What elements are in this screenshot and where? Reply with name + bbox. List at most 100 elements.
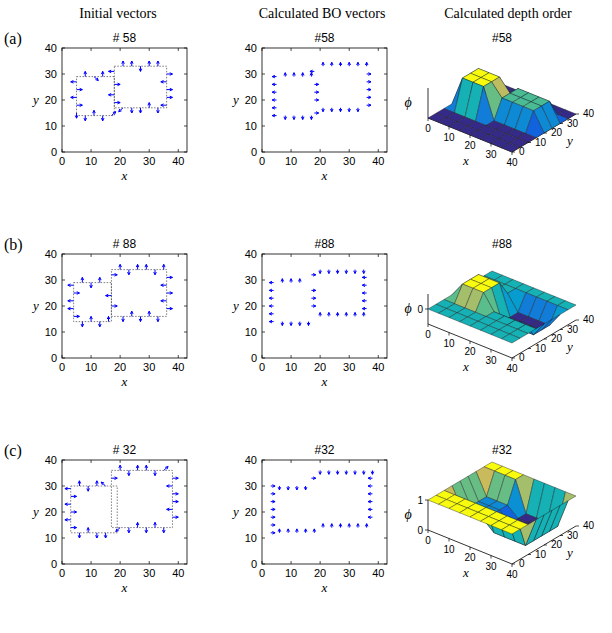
x-axis-label: x (321, 374, 328, 389)
x-tick (62, 355, 63, 358)
vector-arrow (71, 495, 77, 498)
vector-arrow (362, 313, 365, 317)
vector-arrow (330, 524, 333, 528)
x-tick (62, 460, 63, 463)
vector-arrow (111, 112, 115, 116)
plot-area (272, 62, 371, 119)
x-tick (320, 254, 321, 257)
vector-arrow (311, 289, 315, 292)
vector-arrow (172, 477, 178, 480)
y-tick (62, 152, 65, 153)
vector-arrow (367, 96, 371, 99)
vector-arrow (130, 108, 133, 113)
vector-arrow (139, 108, 142, 113)
plot-frame (262, 254, 387, 358)
x-tick-label: 10 (443, 132, 455, 143)
y-tick (184, 460, 187, 461)
vector-arrow (65, 487, 71, 490)
vector-arrow (287, 529, 290, 533)
vector-arrow (172, 492, 178, 495)
x-tick (149, 355, 150, 358)
y-tick (62, 74, 65, 75)
z-axis-label: ϕ (404, 95, 411, 110)
vector-arrow (101, 71, 104, 76)
vector-arrow (167, 96, 173, 99)
vector-arrow (314, 99, 318, 102)
vector-arrow (84, 71, 87, 76)
x-tick (378, 254, 379, 257)
vector-arrow (90, 283, 93, 288)
vector-arrow (269, 312, 273, 315)
vector-arrow (71, 96, 77, 99)
y-tick (62, 100, 65, 101)
vector-arrow (296, 486, 299, 490)
vector-arrow (145, 465, 148, 470)
x-tick (262, 254, 263, 257)
vector-arrow (119, 264, 122, 269)
x-tick-label: 40 (172, 361, 184, 373)
y-tick (262, 280, 265, 281)
vector-arrow (357, 108, 360, 112)
y-tick (262, 152, 265, 153)
vector-arrow (362, 299, 366, 302)
x-tick (378, 355, 379, 358)
z-tick-label: 1 (417, 495, 423, 506)
y-tick (384, 74, 387, 75)
y-tick (62, 486, 65, 487)
x-tick (262, 355, 263, 358)
x-tick-label: 0 (425, 123, 431, 134)
surface-cell (476, 87, 495, 126)
y-tick-label: 40 (45, 42, 57, 54)
vector-arrow (167, 276, 173, 279)
vector-arrow (119, 108, 123, 112)
x-axis-line (428, 118, 512, 152)
z-tick (425, 530, 428, 531)
vector-arrow (368, 492, 372, 495)
y-tick (62, 538, 65, 539)
y-tick-label: 40 (245, 248, 257, 260)
vector-arrow (296, 529, 299, 533)
vector-arrow (157, 61, 160, 66)
y-tick-label: 10 (45, 120, 57, 132)
x-tick-label: 0 (59, 567, 65, 579)
vector-arrow (362, 307, 366, 310)
vector-arrow (339, 524, 342, 528)
y-tick (262, 74, 265, 75)
vector-arrow (128, 270, 131, 275)
surface-cell (502, 334, 521, 343)
vector-arrow (293, 116, 296, 120)
y-tick (512, 564, 515, 565)
vector-arrow (319, 313, 322, 317)
vector-arrow (136, 465, 139, 470)
x-tick-label: 30 (485, 149, 497, 160)
y-tick (184, 332, 187, 333)
vector-arrow (311, 273, 315, 276)
x-tick (91, 254, 92, 257)
x-tick (291, 149, 292, 152)
y-tick (184, 564, 187, 565)
x-tick (149, 460, 150, 463)
vector-arrow (345, 470, 348, 474)
vector-arrow (145, 528, 148, 533)
vector-arrow (271, 524, 275, 527)
x-tick (62, 254, 63, 257)
vector-arrow (136, 264, 139, 269)
vector-arrow (362, 276, 366, 279)
y-axis-label: y (565, 339, 573, 354)
x-tick-label: 10 (85, 361, 97, 373)
vector-arrow (148, 311, 151, 316)
x-tick (262, 460, 263, 463)
x-tick-label: 20 (114, 567, 126, 579)
x-tick-label: 40 (372, 361, 384, 373)
y-tick-label: 30 (245, 274, 257, 286)
vector-arrow (109, 93, 115, 96)
vector-arrow (87, 486, 90, 491)
y-tick-label: 20 (45, 506, 57, 518)
x-tick (449, 333, 450, 336)
vector-arrow (319, 470, 322, 474)
x-tick (262, 561, 263, 564)
vector-arrow (71, 80, 77, 83)
y-tick-label: 40 (583, 108, 595, 119)
y-tick-label: 40 (45, 248, 57, 260)
vector-arrow (281, 322, 284, 326)
